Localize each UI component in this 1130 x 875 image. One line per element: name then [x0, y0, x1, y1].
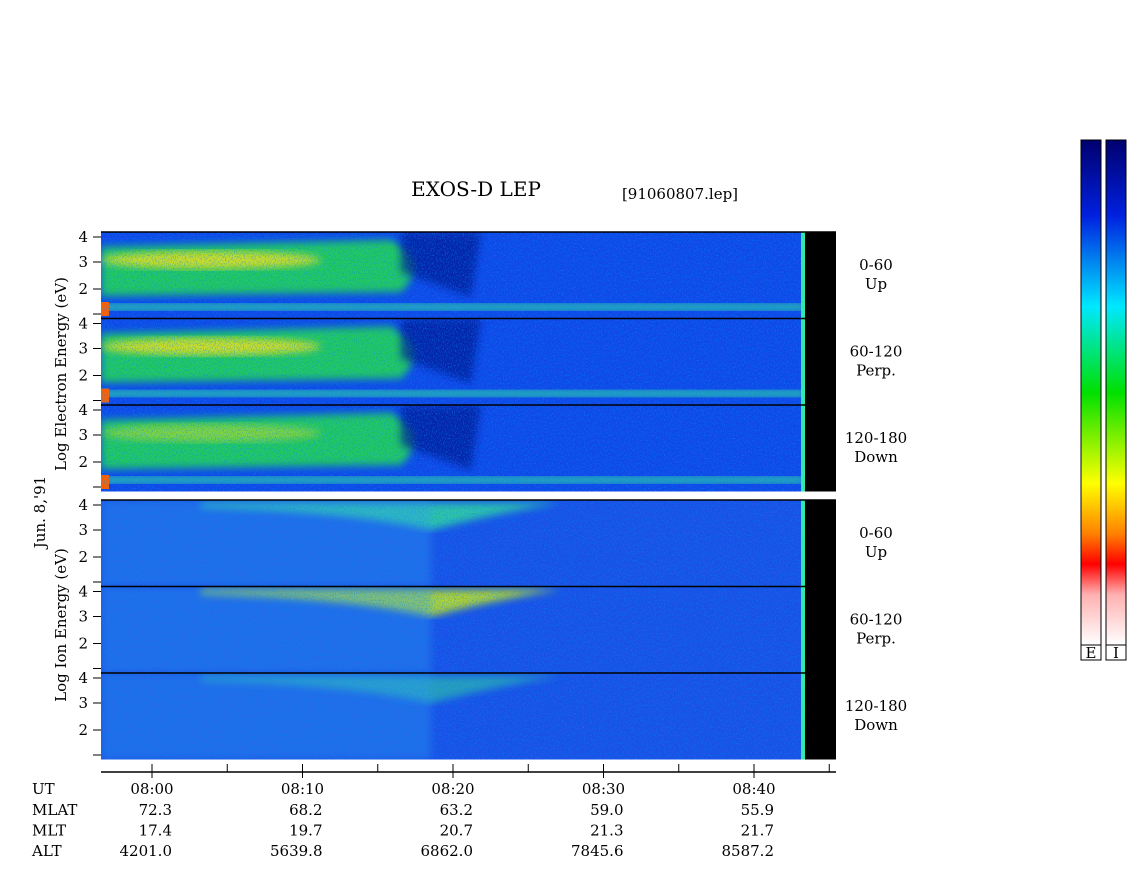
direction-label: Perp.	[856, 362, 896, 380]
no-data	[805, 673, 836, 760]
spectrogram	[101, 586, 805, 673]
cell: 7845.6	[571, 842, 624, 860]
angle-label: 120-180	[845, 429, 907, 447]
direction-label: Down	[854, 716, 898, 734]
direction-label: Up	[865, 275, 887, 293]
colorbar-label: I	[1113, 644, 1119, 662]
angle-label: 0-60	[859, 524, 893, 542]
spectrogram	[101, 405, 805, 492]
noise	[101, 318, 805, 405]
colorbar-label-box	[1105, 644, 1127, 661]
angle-label: 0-60	[859, 256, 893, 274]
cell: 63.2	[440, 801, 473, 819]
y-tick-label: 4	[78, 401, 88, 419]
edge	[801, 232, 805, 319]
y-tick-label: 3	[78, 608, 88, 626]
no-data	[805, 318, 836, 405]
spectrogram	[101, 232, 805, 319]
electron-axis-label: Log Electron Energy (eV)	[52, 277, 70, 471]
y-tick-label: 3	[78, 521, 88, 539]
no-data	[805, 500, 836, 587]
direction-label: Down	[854, 448, 898, 466]
noise	[101, 232, 805, 319]
no-data	[805, 586, 836, 673]
no-data	[805, 232, 836, 319]
row-label: MLT	[32, 822, 66, 840]
cell: 21.7	[741, 822, 774, 840]
cell: 72.3	[139, 801, 172, 819]
direction-label: Up	[865, 543, 887, 561]
row-label: ALT	[31, 842, 62, 860]
edge	[801, 673, 805, 760]
angle-label: 60-120	[850, 343, 903, 361]
x-tick-label: 08:20	[431, 780, 474, 798]
cell: 59.0	[590, 801, 623, 819]
edge	[801, 318, 805, 405]
date: Jun. 8,'91	[31, 476, 49, 550]
x-tick-label: 08:00	[130, 780, 173, 798]
colorbar-label: E	[1086, 644, 1097, 662]
y-tick-label: 3	[78, 340, 88, 358]
y-tick-label: 2	[78, 635, 88, 653]
y-tick-label: 2	[78, 453, 88, 471]
y-tick-label: 4	[78, 669, 88, 687]
y-tick-label: 3	[78, 426, 88, 444]
y-tick-label: 3	[78, 253, 88, 271]
y-tick-label: 4	[78, 315, 88, 333]
noise	[101, 586, 805, 673]
noise	[101, 500, 805, 587]
x-tick-label: 08:10	[281, 780, 324, 798]
row-label: MLAT	[32, 801, 77, 819]
cell: 19.7	[289, 822, 322, 840]
cell: 68.2	[289, 801, 322, 819]
edge	[801, 586, 805, 673]
y-tick-label: 2	[78, 367, 88, 385]
direction-label: Perp.	[856, 630, 896, 648]
noise	[101, 405, 805, 492]
y-tick-label: 3	[78, 694, 88, 712]
colorbar	[1080, 139, 1102, 646]
cell: 5639.8	[270, 842, 323, 860]
cell: 21.3	[590, 822, 623, 840]
colorbar	[1105, 139, 1127, 646]
cell: 4201.0	[120, 842, 173, 860]
noise	[101, 673, 805, 760]
no-data	[805, 405, 836, 492]
y-tick-label: 2	[78, 721, 88, 739]
ion-axis-label: Log Ion Energy (eV)	[52, 548, 70, 702]
spectrogram	[101, 673, 805, 760]
edge	[801, 500, 805, 587]
x-tick-label: 08:30	[582, 780, 625, 798]
y-tick-label: 2	[78, 548, 88, 566]
angle-label: 60-120	[850, 611, 903, 629]
cell: 55.9	[741, 801, 774, 819]
y-tick-label: 4	[78, 496, 88, 514]
colorbar-label-box	[1080, 644, 1102, 661]
title: EXOS-D LEP	[411, 177, 541, 201]
x-tick-label: 08:40	[732, 780, 775, 798]
cell: 6862.0	[421, 842, 474, 860]
y-tick-label: 2	[78, 280, 88, 298]
angle-label: 120-180	[845, 697, 907, 715]
y-tick-label: 4	[78, 583, 88, 601]
cell: 17.4	[139, 822, 172, 840]
file-name: [91060807.lep]	[622, 185, 738, 203]
cell: 20.7	[440, 822, 473, 840]
spectrogram	[101, 500, 805, 587]
cell: 8587.2	[722, 842, 775, 860]
spectrogram	[101, 318, 805, 405]
ut-label: UT	[32, 780, 55, 798]
y-tick-label: 4	[78, 228, 88, 246]
edge	[801, 405, 805, 492]
